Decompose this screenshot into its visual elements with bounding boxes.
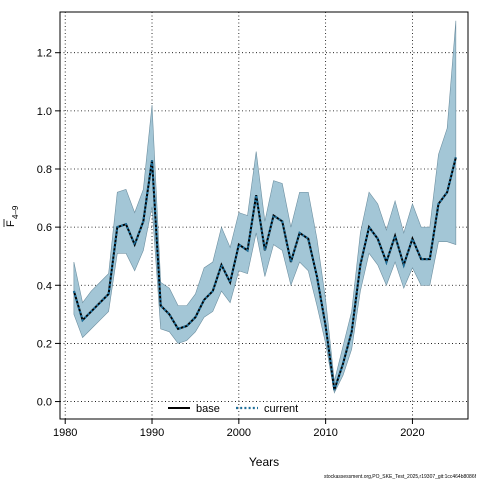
legend-label-base: base bbox=[196, 403, 220, 415]
x-axis: 1980 1990 2000 2010 2020 bbox=[53, 419, 425, 439]
y-tick-label: 0.8 bbox=[37, 164, 52, 176]
x-axis-label: Years bbox=[249, 455, 279, 469]
footer-credit: stockassessment.org,PO_SKE_Test_2025,r19… bbox=[324, 474, 477, 480]
x-tick-label: 1980 bbox=[53, 427, 77, 439]
y-tick-label: 1.0 bbox=[37, 106, 52, 118]
y-axis: 0.0 0.2 0.4 0.6 0.8 1.0 1.2 bbox=[37, 48, 60, 409]
y-tick-label: 1.2 bbox=[37, 48, 52, 60]
legend-label-current: current bbox=[264, 403, 298, 415]
series-line-base bbox=[72, 157, 457, 391]
y-tick-label: 0.2 bbox=[37, 338, 52, 350]
plot-frame bbox=[59, 11, 469, 420]
y-tick-label: 0.4 bbox=[37, 280, 52, 292]
y-axis-label: F 4–9 bbox=[3, 205, 20, 227]
y-axis-label-subscript: 4–9 bbox=[11, 205, 20, 219]
y-tick-label: 0.6 bbox=[37, 222, 52, 234]
y-tick-label: 0.0 bbox=[37, 397, 52, 409]
confidence-band-group bbox=[73, 20, 457, 394]
y-axis-label-main: F bbox=[5, 220, 17, 227]
x-tick-label: 2020 bbox=[400, 427, 424, 439]
x-tick-label: 2000 bbox=[227, 427, 251, 439]
series-lines-group bbox=[72, 157, 457, 391]
confidence-band bbox=[73, 20, 457, 394]
x-tick-label: 1990 bbox=[140, 427, 164, 439]
legend: base current bbox=[168, 403, 298, 415]
x-tick-label: 2010 bbox=[313, 427, 337, 439]
